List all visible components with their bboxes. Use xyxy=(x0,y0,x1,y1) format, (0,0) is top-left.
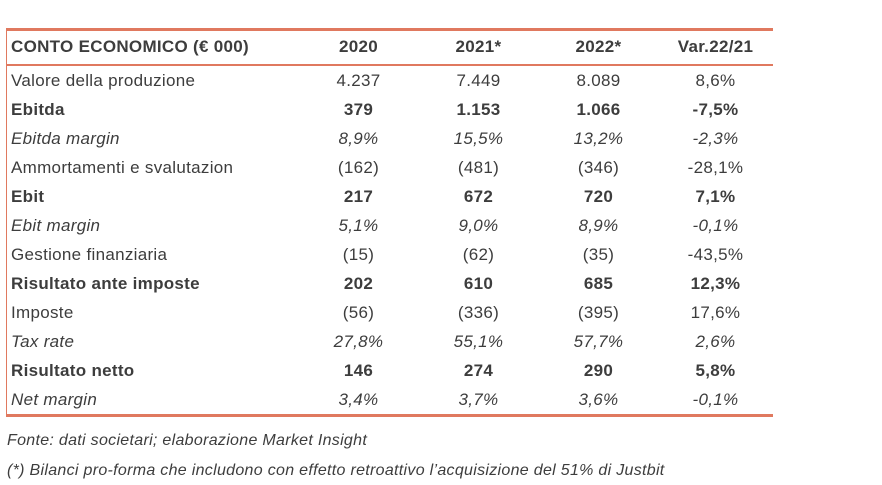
income-statement-table: CONTO ECONOMICO (€ 000) 2020 2021* 2022*… xyxy=(6,28,773,417)
table-row: Ebit 217 672 720 7,1% xyxy=(7,182,773,211)
cell-2020: (56) xyxy=(342,302,375,322)
table-row: Gestione finanziaria (15) (62) (35) -43,… xyxy=(7,240,773,269)
cell-2022: (35) xyxy=(582,244,615,264)
footnotes: Fonte: dati societari; elaborazione Mark… xyxy=(6,426,882,485)
column-header-2020: 2020 xyxy=(298,29,419,66)
row-label: Net margin xyxy=(11,389,98,409)
cell-2021: 55,1% xyxy=(453,331,504,351)
column-header-2021: 2021* xyxy=(418,29,539,66)
row-label: Valore della produzione xyxy=(11,70,196,90)
cell-2020: 3,4% xyxy=(338,389,379,409)
cell-var: -0,1% xyxy=(692,215,739,235)
table-row: Ebitda margin 8,9% 15,5% 13,2% -2,3% xyxy=(7,124,773,153)
row-label: Ebit margin xyxy=(11,215,101,235)
cell-var: -0,1% xyxy=(692,389,739,409)
cell-2021: (62) xyxy=(462,244,495,264)
row-label: Ebitda margin xyxy=(11,128,120,148)
column-header-var: Var.22/21 xyxy=(658,29,773,66)
row-label: Ammortamenti e svalutazion xyxy=(11,157,234,177)
cell-2022: 13,2% xyxy=(573,128,624,148)
row-label: Ebit xyxy=(11,186,45,206)
cell-2021: 610 xyxy=(463,273,494,293)
cell-2022: 3,6% xyxy=(578,389,619,409)
cell-2020: 5,1% xyxy=(338,215,379,235)
source-note: Fonte: dati societari; elaborazione Mark… xyxy=(7,432,368,449)
cell-2021: 7.449 xyxy=(456,70,501,90)
table-row: Risultato ante imposte 202 610 685 12,3% xyxy=(7,269,773,298)
cell-2021: 1.153 xyxy=(456,99,501,119)
table-row: Ebitda 379 1.153 1.066 -7,5% xyxy=(7,95,773,124)
proforma-note: (*) Bilanci pro-forma che includono con … xyxy=(7,461,665,479)
cell-var: 7,1% xyxy=(695,186,736,206)
cell-var: -28,1% xyxy=(687,157,744,177)
cell-2020: 8,9% xyxy=(338,128,379,148)
cell-2021: 274 xyxy=(463,360,494,380)
cell-2020: (162) xyxy=(337,157,380,177)
cell-var: -2,3% xyxy=(692,128,739,148)
table-row: Valore della produzione 4.237 7.449 8.08… xyxy=(7,65,773,95)
table-row: Risultato netto 146 274 290 5,8% xyxy=(7,356,773,385)
cell-2020: 27,8% xyxy=(333,331,384,351)
cell-2022: (395) xyxy=(577,302,620,322)
cell-2020: 4.237 xyxy=(336,70,381,90)
cell-2020: (15) xyxy=(342,244,375,264)
cell-var: -43,5% xyxy=(687,244,744,264)
cell-2021: 15,5% xyxy=(453,128,504,148)
cell-var: 17,6% xyxy=(690,302,741,322)
cell-2021: (481) xyxy=(457,157,500,177)
table-row: Ebit margin 5,1% 9,0% 8,9% -0,1% xyxy=(7,211,773,240)
row-label: Gestione finanziaria xyxy=(11,244,168,264)
header-row: CONTO ECONOMICO (€ 000) 2020 2021* 2022*… xyxy=(6,29,773,66)
table-row: Imposte (56) (336) (395) 17,6% xyxy=(7,298,773,327)
cell-2021: (336) xyxy=(457,302,500,322)
cell-2022: 8.089 xyxy=(576,70,621,90)
cell-2022: 290 xyxy=(583,360,614,380)
cell-2022: 8,9% xyxy=(578,215,619,235)
cell-var: 12,3% xyxy=(690,273,741,293)
cell-2020: 379 xyxy=(343,99,374,119)
row-label: Risultato ante imposte xyxy=(11,273,200,293)
table-row: Tax rate 27,8% 55,1% 57,7% 2,6% xyxy=(7,327,773,356)
cell-2021: 672 xyxy=(463,186,494,206)
cell-2022: 1.066 xyxy=(576,99,621,119)
row-label: Tax rate xyxy=(11,331,75,351)
cell-var: 5,8% xyxy=(695,360,736,380)
cell-var: -7,5% xyxy=(692,99,739,119)
cell-2022: 57,7% xyxy=(573,331,624,351)
cell-2022: (346) xyxy=(577,157,620,177)
cell-2021: 3,7% xyxy=(458,389,499,409)
table-row: Net margin 3,4% 3,7% 3,6% -0,1% xyxy=(7,385,773,416)
cell-2020: 146 xyxy=(343,360,374,380)
cell-var: 2,6% xyxy=(695,331,736,351)
row-label: Risultato netto xyxy=(11,360,135,380)
cell-2021: 9,0% xyxy=(458,215,499,235)
cell-2020: 217 xyxy=(343,186,374,206)
row-label: Ebitda xyxy=(11,99,65,119)
cell-2022: 720 xyxy=(583,186,614,206)
cell-2020: 202 xyxy=(343,273,374,293)
table-row: Ammortamenti e svalutazion (162) (481) (… xyxy=(7,153,773,182)
row-label: Imposte xyxy=(11,302,74,322)
column-header-title: CONTO ECONOMICO (€ 000) xyxy=(6,29,299,66)
column-header-2022: 2022* xyxy=(538,29,659,66)
cell-var: 8,6% xyxy=(695,70,736,90)
cell-2022: 685 xyxy=(583,273,614,293)
